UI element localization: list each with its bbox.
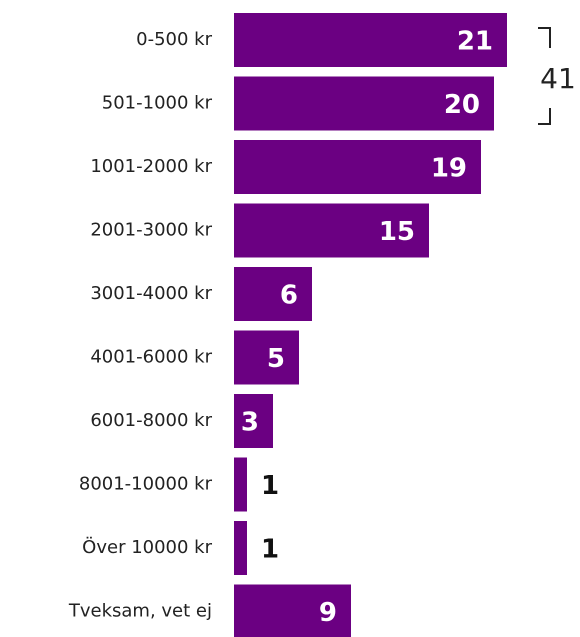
category-label: Över 10000 kr xyxy=(82,536,212,558)
bar xyxy=(234,584,351,637)
category-label: 4001-6000 kr xyxy=(90,347,212,368)
bar xyxy=(234,140,481,194)
bar xyxy=(234,330,299,385)
value-label: 9 xyxy=(319,598,337,628)
category-label: 2001-3000 kr xyxy=(90,220,212,241)
bracket-bottom xyxy=(538,108,551,125)
value-label: 1 xyxy=(261,535,279,565)
category-label: Tveksam, vet ej xyxy=(68,601,212,622)
bar xyxy=(234,13,507,67)
bar xyxy=(234,394,273,448)
bracket-top xyxy=(538,27,551,48)
value-label: 6 xyxy=(280,281,298,311)
value-label: 3 xyxy=(241,408,259,438)
category-label: 1001-2000 kr xyxy=(90,156,212,177)
value-label: 21 xyxy=(457,27,493,57)
category-label: 6001-8000 kr xyxy=(90,410,212,431)
bar xyxy=(234,76,494,131)
bar xyxy=(234,203,429,258)
category-label: 0-500 kr xyxy=(136,29,212,50)
category-label: 501-1000 kr xyxy=(102,93,213,114)
bar xyxy=(234,457,247,512)
value-label: 5 xyxy=(267,344,285,374)
bar xyxy=(234,521,247,575)
category-label: 8001-10000 kr xyxy=(79,474,213,495)
category-label: 3001-4000 kr xyxy=(90,283,212,304)
value-label: 1 xyxy=(261,471,279,501)
bar xyxy=(234,267,312,321)
bracket-label: 41 xyxy=(540,62,576,95)
value-label: 15 xyxy=(379,217,415,247)
value-label: 20 xyxy=(444,90,480,120)
value-label: 19 xyxy=(431,154,467,184)
